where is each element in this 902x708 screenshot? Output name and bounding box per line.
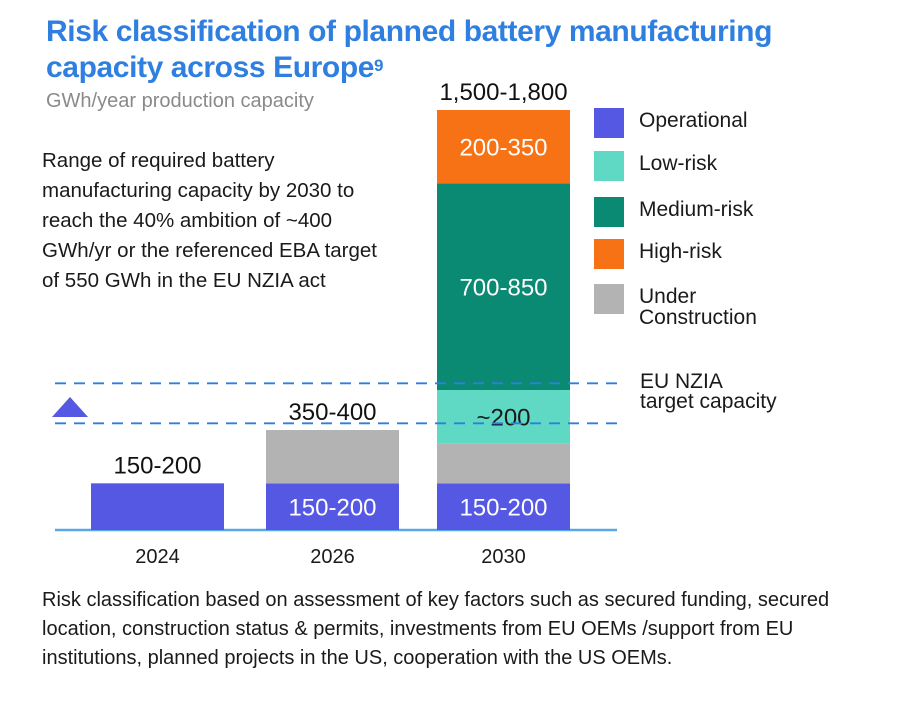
chart-title: Risk classification of planned battery m… xyxy=(46,14,826,86)
legend-label-medium-risk: Medium-risk xyxy=(639,198,754,221)
legend-label-low-risk: Low-risk xyxy=(639,152,718,175)
total-label-2030: 1,500-1,800 xyxy=(439,79,567,106)
footnote: Risk classification based on assessment … xyxy=(42,589,830,669)
data-label-2030-high-risk: 200-350 xyxy=(459,135,547,162)
bar-2030-low-risk xyxy=(437,390,570,444)
legend-label-under-construction: Under Construction xyxy=(639,285,757,329)
total-label-2026: 350-400 xyxy=(288,399,376,426)
nzia-target-label: EU NZIA target capacity xyxy=(640,370,777,413)
legend-swatch-under-construction xyxy=(594,284,624,314)
bar-2024-operational xyxy=(91,483,224,530)
triangle-shape xyxy=(52,397,88,417)
title-text: Risk classification of planned battery m… xyxy=(46,15,773,84)
bar-2030-under-construction xyxy=(437,443,570,484)
chart-legend: Operational Low-risk Medium-risk High-ri… xyxy=(594,108,884,338)
chart-subtitle: GWh/year production capacity xyxy=(46,90,314,112)
legend-swatch-high-risk xyxy=(594,239,624,269)
legend-swatch-operational xyxy=(594,108,624,138)
legend-label-operational: Operational xyxy=(639,109,748,132)
data-label-2026-operational: 150-200 xyxy=(288,495,376,522)
x-tick-label-2024: 2024 xyxy=(135,546,180,568)
legend-swatch-low-risk xyxy=(594,151,624,181)
bar-2030-operational xyxy=(437,483,570,530)
bar-2026-operational xyxy=(266,483,399,530)
data-label-2030-medium-risk: 700-850 xyxy=(459,275,547,302)
data-label-2030-operational: 150-200 xyxy=(459,495,547,522)
annotation-note: Range of required battery manufacturing … xyxy=(42,149,377,292)
x-tick-label-2030: 2030 xyxy=(481,546,526,568)
bar-2026-under-construction xyxy=(266,430,399,484)
nzia-target-marker-icon xyxy=(52,397,88,417)
total-label-2024: 150-200 xyxy=(113,452,201,479)
bar-2030-high-risk xyxy=(437,110,570,184)
x-tick-label-2026: 2026 xyxy=(310,546,355,568)
legend-label-high-risk: High-risk xyxy=(639,240,722,263)
data-label-2030-low-risk: ~200 xyxy=(476,405,530,432)
title-superscript: 9 xyxy=(374,56,384,75)
legend-swatch-medium-risk xyxy=(594,197,624,227)
bar-2030-medium-risk xyxy=(437,183,570,390)
